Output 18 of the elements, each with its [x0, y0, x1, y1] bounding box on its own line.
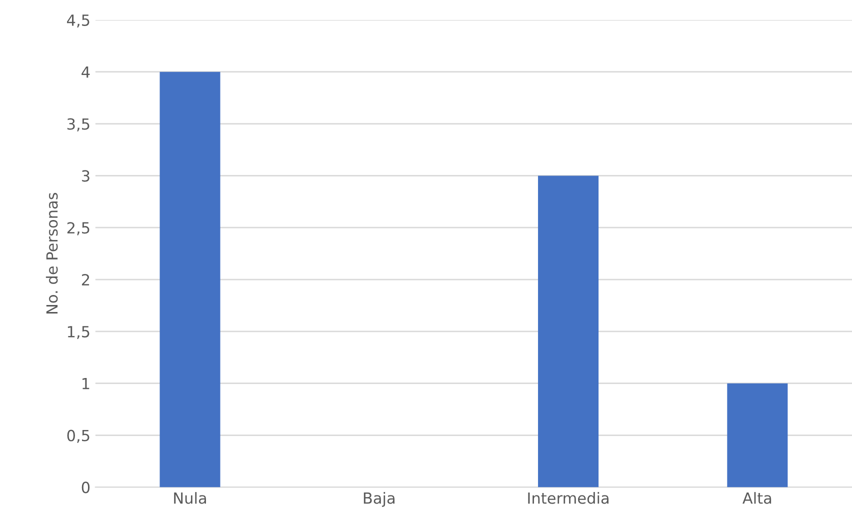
y-tick-label: 4 [82, 66, 90, 78]
y-tick-label: 3 [82, 170, 90, 182]
y-tick-label: 1 [82, 378, 90, 390]
x-tick-label: Alta [742, 492, 772, 504]
bar [727, 383, 788, 488]
y-axis-title: No. de Personas [46, 192, 58, 314]
y-tick-label: 3,5 [67, 118, 90, 132]
y-tick-label: 0,5 [67, 430, 90, 443]
x-tick-label: Nula [174, 492, 206, 504]
x-tick-label: Baja [364, 492, 394, 507]
y-tick-label: 1,5 [68, 326, 90, 340]
bar [538, 176, 599, 488]
y-tick-label: 0 [82, 482, 90, 494]
bar [160, 72, 220, 488]
x-tick-label: Intermedia [528, 492, 608, 504]
y-tick-label: 2 [82, 274, 90, 286]
y-tick-label: 4,5 [67, 14, 90, 28]
y-tick-label: 2,5 [67, 222, 90, 236]
